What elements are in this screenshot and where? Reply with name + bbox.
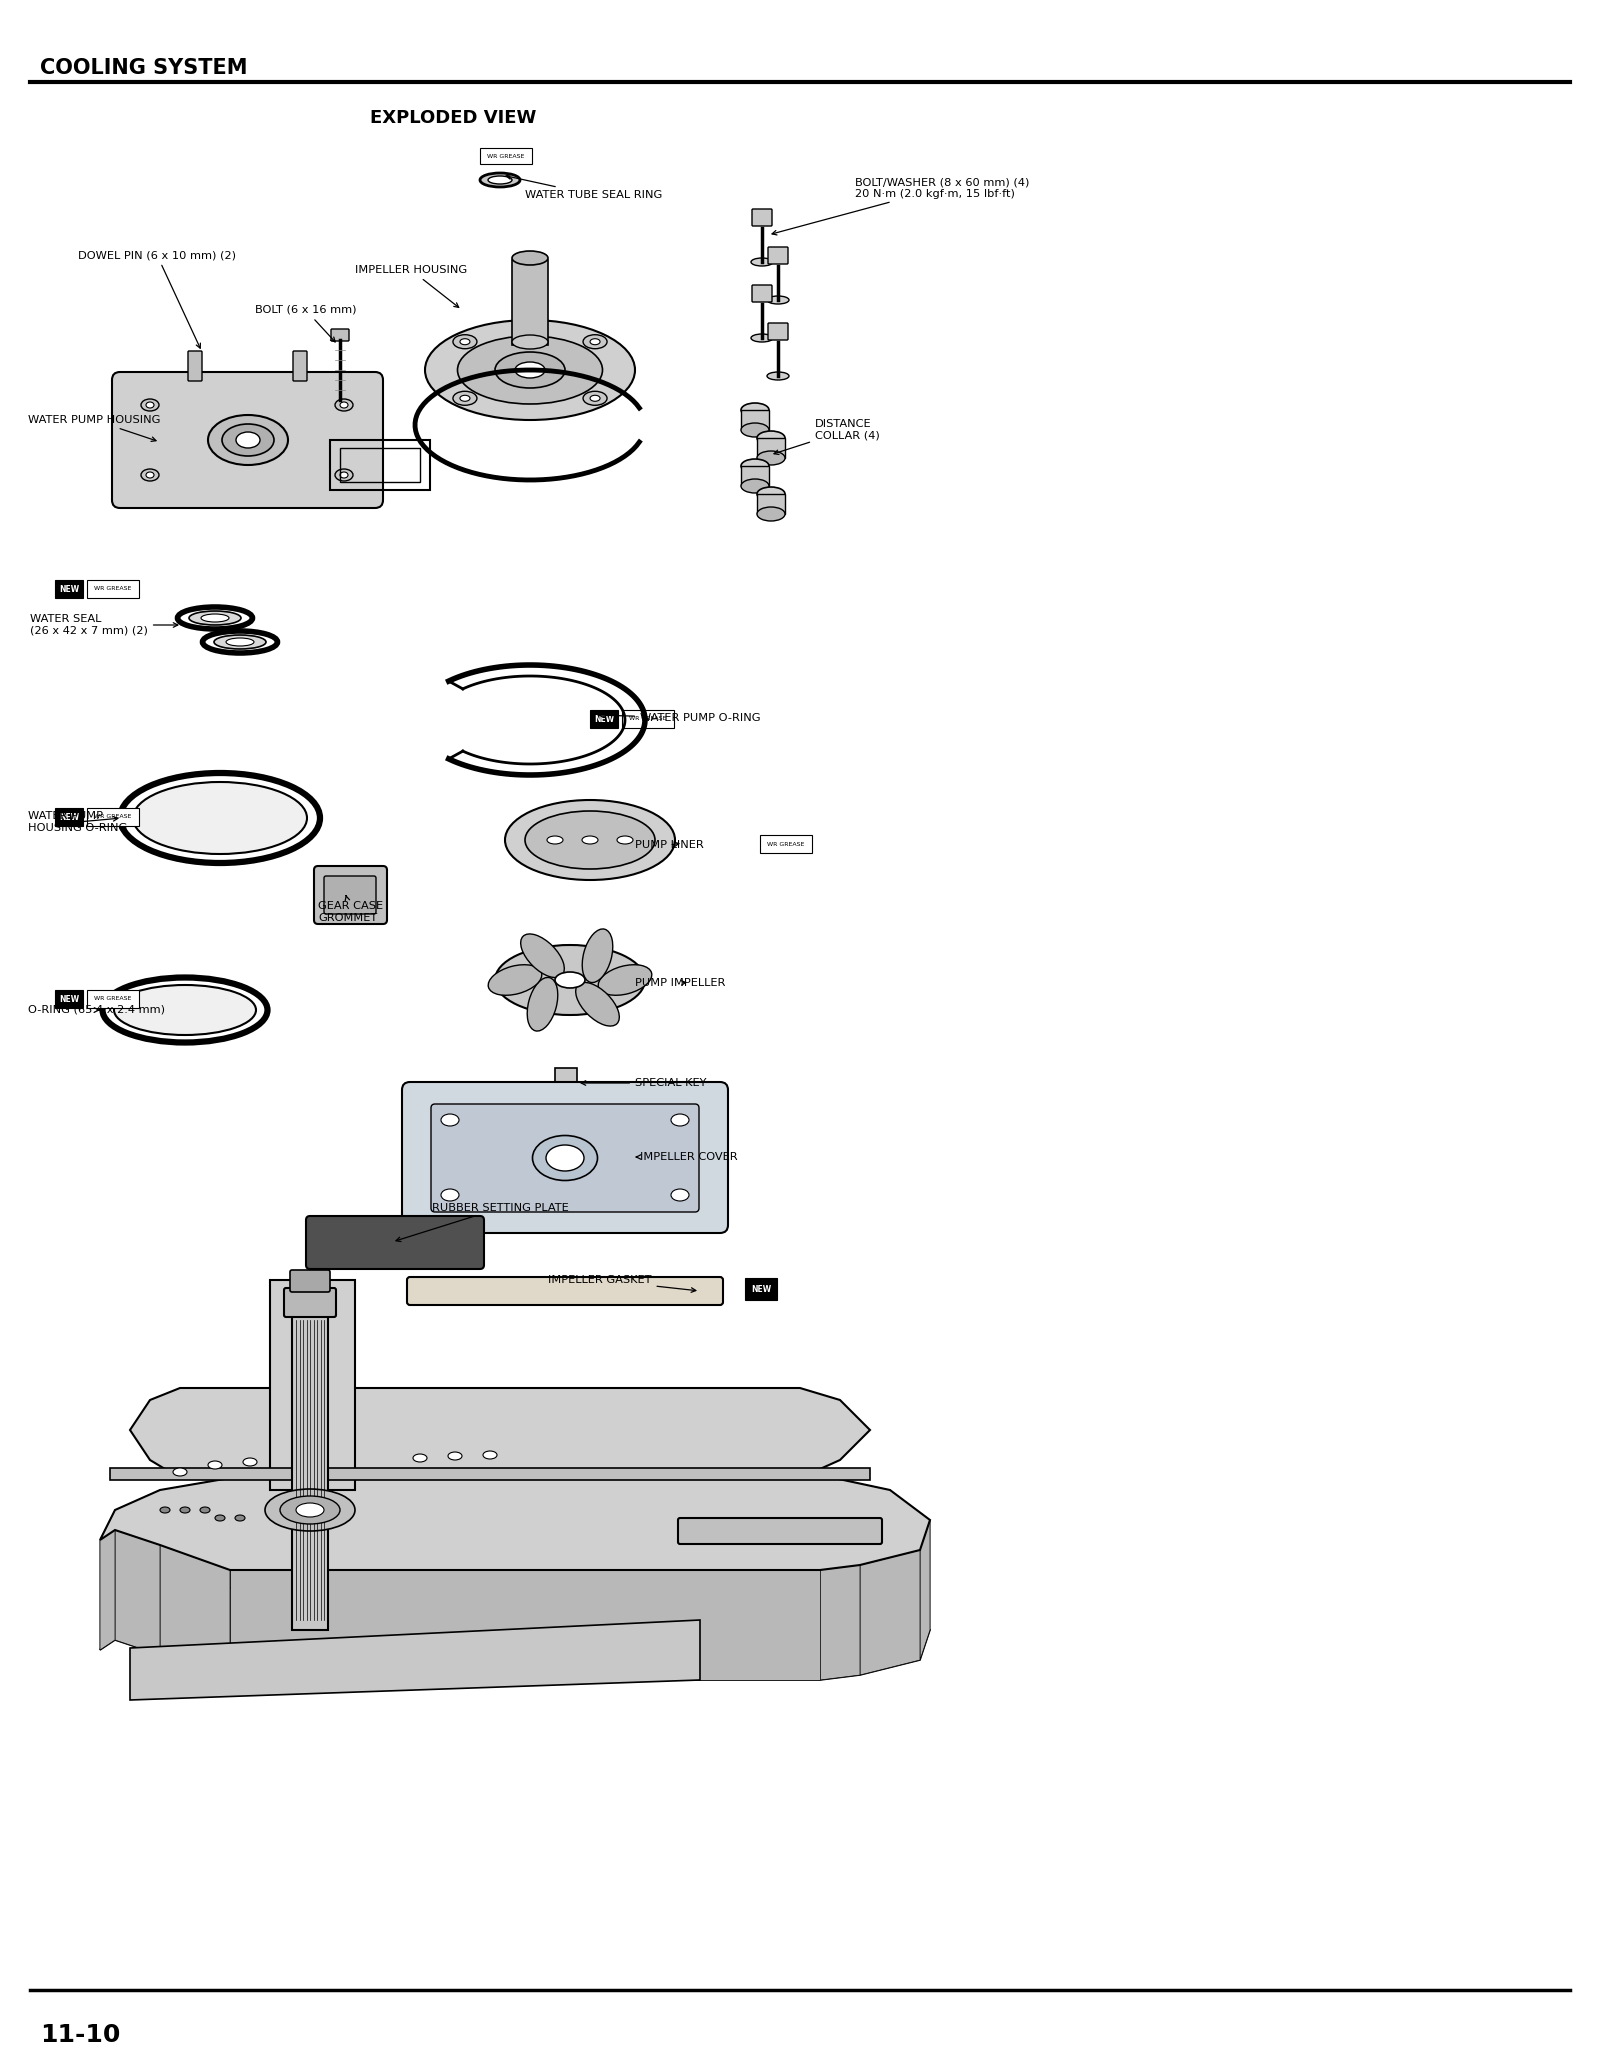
FancyBboxPatch shape (86, 580, 139, 598)
Polygon shape (890, 1490, 930, 1629)
Polygon shape (115, 1530, 160, 1656)
Ellipse shape (741, 460, 770, 474)
Text: IMPELLER HOUSING: IMPELLER HOUSING (355, 265, 467, 308)
Ellipse shape (226, 638, 254, 646)
Ellipse shape (488, 965, 542, 996)
Ellipse shape (741, 422, 770, 437)
Polygon shape (160, 1544, 230, 1681)
FancyBboxPatch shape (768, 246, 787, 265)
Ellipse shape (483, 1451, 498, 1459)
Text: WR GREASE: WR GREASE (488, 153, 525, 159)
Ellipse shape (515, 362, 546, 379)
Text: 11-10: 11-10 (40, 2022, 120, 2047)
Ellipse shape (757, 486, 786, 501)
Ellipse shape (442, 1188, 459, 1201)
FancyBboxPatch shape (741, 410, 770, 431)
Text: NEW: NEW (750, 1285, 771, 1294)
Ellipse shape (442, 1114, 459, 1126)
FancyBboxPatch shape (293, 352, 307, 381)
Polygon shape (99, 1509, 115, 1650)
Polygon shape (160, 1478, 230, 1600)
Ellipse shape (202, 615, 229, 621)
Ellipse shape (296, 1503, 323, 1517)
FancyBboxPatch shape (290, 1271, 330, 1292)
Ellipse shape (494, 946, 645, 1014)
Ellipse shape (114, 985, 256, 1035)
Text: GEAR CASE
GROMMET: GEAR CASE GROMMET (318, 896, 382, 923)
FancyBboxPatch shape (555, 1068, 578, 1097)
Text: NEW: NEW (59, 994, 78, 1004)
FancyBboxPatch shape (430, 1103, 699, 1213)
FancyBboxPatch shape (757, 495, 786, 513)
Ellipse shape (582, 335, 606, 348)
Ellipse shape (266, 1488, 355, 1532)
Polygon shape (819, 1565, 861, 1681)
FancyBboxPatch shape (741, 466, 770, 486)
Polygon shape (861, 1550, 920, 1675)
Text: IMPELLER COVER: IMPELLER COVER (637, 1153, 738, 1161)
Text: NEW: NEW (59, 584, 78, 594)
Text: WATER PUMP
HOUSING O-RING: WATER PUMP HOUSING O-RING (29, 811, 128, 832)
Text: WATER TUBE SEAL RING: WATER TUBE SEAL RING (506, 174, 662, 201)
FancyBboxPatch shape (402, 1083, 728, 1234)
Text: RUBBER SETTING PLATE: RUBBER SETTING PLATE (395, 1203, 568, 1242)
Ellipse shape (222, 424, 274, 455)
Ellipse shape (547, 836, 563, 845)
Ellipse shape (179, 1507, 190, 1513)
Ellipse shape (506, 799, 675, 880)
Ellipse shape (133, 782, 307, 855)
Ellipse shape (582, 391, 606, 406)
Polygon shape (920, 1519, 930, 1660)
FancyBboxPatch shape (54, 807, 83, 826)
Text: BOLT/WASHER (8 x 60 mm) (4)
20 N·m (2.0 kgf·m, 15 lbf·ft): BOLT/WASHER (8 x 60 mm) (4) 20 N·m (2.0 … (773, 178, 1029, 234)
Text: WATER SEAL
(26 x 42 x 7 mm) (2): WATER SEAL (26 x 42 x 7 mm) (2) (30, 615, 178, 635)
Ellipse shape (334, 400, 354, 412)
Ellipse shape (208, 1461, 222, 1470)
Ellipse shape (590, 395, 600, 402)
Ellipse shape (766, 373, 789, 381)
FancyBboxPatch shape (590, 710, 618, 729)
Ellipse shape (494, 352, 565, 387)
Ellipse shape (453, 335, 477, 348)
Ellipse shape (146, 472, 154, 478)
Ellipse shape (618, 836, 634, 845)
Ellipse shape (757, 451, 786, 466)
Ellipse shape (146, 402, 154, 408)
Ellipse shape (512, 250, 547, 265)
Text: O-RING (65.4 x 2.4 mm): O-RING (65.4 x 2.4 mm) (29, 1006, 165, 1014)
FancyBboxPatch shape (406, 1277, 723, 1304)
Ellipse shape (555, 973, 586, 987)
Ellipse shape (141, 400, 158, 412)
Ellipse shape (173, 1468, 187, 1476)
FancyBboxPatch shape (314, 865, 387, 923)
FancyBboxPatch shape (678, 1517, 882, 1544)
Text: DISTANCE
COLLAR (4): DISTANCE COLLAR (4) (774, 420, 880, 455)
Ellipse shape (598, 965, 651, 996)
Ellipse shape (750, 259, 773, 267)
FancyBboxPatch shape (285, 1288, 336, 1317)
Ellipse shape (280, 1497, 339, 1524)
FancyBboxPatch shape (112, 373, 382, 507)
Ellipse shape (741, 404, 770, 416)
Ellipse shape (582, 929, 613, 983)
Ellipse shape (339, 472, 349, 478)
Ellipse shape (520, 934, 565, 977)
Ellipse shape (339, 402, 349, 408)
Ellipse shape (757, 431, 786, 445)
Ellipse shape (448, 1451, 462, 1459)
Polygon shape (819, 1476, 890, 1600)
Ellipse shape (235, 1515, 245, 1521)
Text: PUMP LINER: PUMP LINER (635, 840, 704, 851)
Ellipse shape (453, 391, 477, 406)
Ellipse shape (576, 983, 619, 1027)
Ellipse shape (426, 321, 635, 420)
Text: WR GREASE: WR GREASE (94, 586, 131, 592)
Ellipse shape (512, 335, 547, 350)
Text: WR GREASE: WR GREASE (94, 996, 131, 1002)
Ellipse shape (214, 635, 266, 650)
Text: PUMP IMPELLER: PUMP IMPELLER (635, 977, 725, 987)
FancyBboxPatch shape (760, 834, 813, 853)
Text: BOLT (6 x 16 mm): BOLT (6 x 16 mm) (254, 304, 357, 342)
Ellipse shape (334, 470, 354, 480)
Ellipse shape (459, 339, 470, 346)
